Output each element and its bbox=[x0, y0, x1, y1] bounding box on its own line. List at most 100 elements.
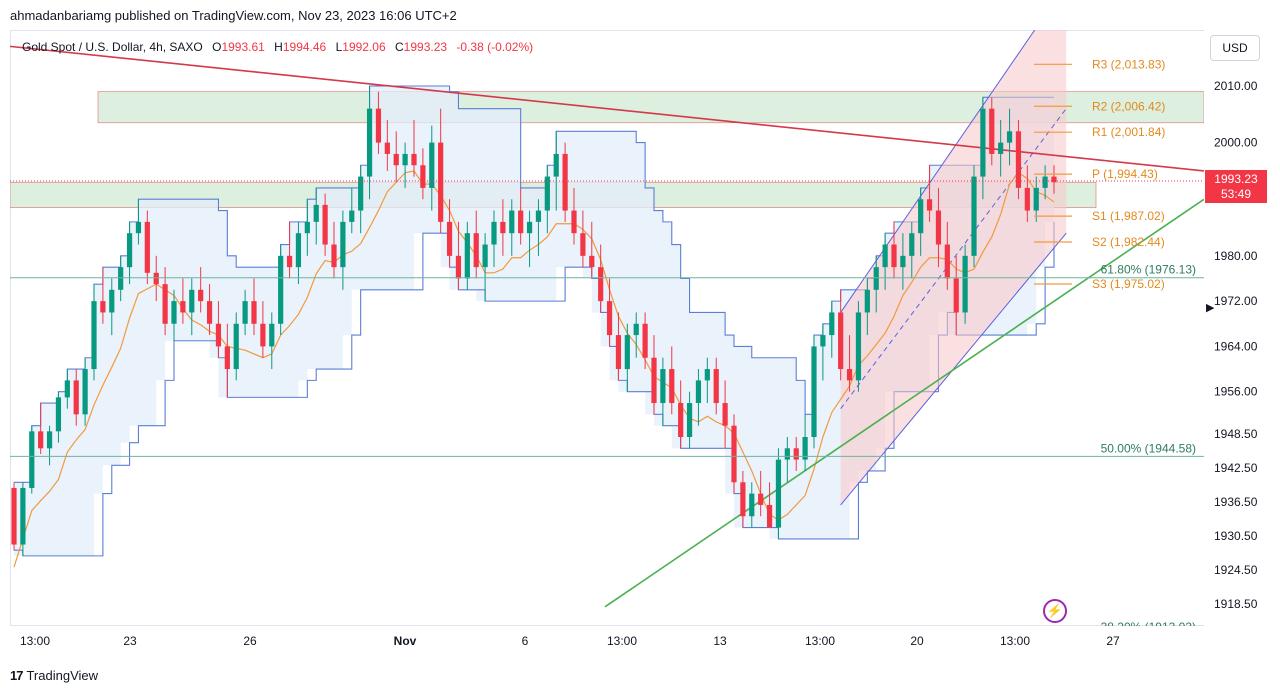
y-axis-tick: 1936.50 bbox=[1214, 495, 1258, 509]
candle-body bbox=[722, 403, 728, 426]
candle-body bbox=[438, 142, 444, 222]
pivot-level-label: R3 (2,013.83) bbox=[1092, 57, 1165, 71]
candle-body bbox=[758, 493, 764, 505]
candle-body bbox=[375, 108, 382, 143]
y-axis-tick: 1924.50 bbox=[1214, 563, 1258, 577]
y-axis-tick: 1980.00 bbox=[1214, 249, 1258, 263]
candle-body bbox=[144, 221, 150, 273]
candle-body bbox=[304, 221, 310, 234]
candle-body bbox=[286, 255, 293, 268]
candle-body bbox=[669, 369, 675, 404]
candle-body bbox=[633, 323, 639, 336]
candle-body bbox=[1033, 187, 1039, 211]
candle-body bbox=[198, 289, 204, 302]
candle-body bbox=[180, 301, 186, 313]
y-axis-tick: 1972.00 bbox=[1214, 294, 1258, 308]
candle-body bbox=[91, 301, 97, 370]
y-axis-tick: 1918.50 bbox=[1214, 597, 1258, 611]
currency-button[interactable]: USD bbox=[1210, 35, 1260, 61]
candle-body bbox=[126, 233, 133, 268]
x-axis-tick: 13:00 bbox=[607, 634, 637, 648]
candle-body bbox=[953, 278, 959, 313]
candle-body bbox=[678, 403, 684, 437]
candle-body bbox=[518, 210, 524, 234]
candle-body bbox=[1006, 131, 1013, 143]
candle-body bbox=[526, 221, 533, 234]
last-price-value: 1993.23 bbox=[1214, 172, 1258, 186]
candle-body bbox=[731, 425, 737, 483]
candle-body bbox=[29, 431, 35, 488]
candle-body bbox=[11, 487, 17, 545]
publisher-line: ahmadanbariamg published on TradingView.… bbox=[10, 8, 457, 23]
candle-body bbox=[251, 301, 257, 324]
candle-body bbox=[802, 436, 808, 460]
candle-body bbox=[553, 153, 559, 177]
candle-body bbox=[340, 221, 346, 268]
candle-body bbox=[846, 369, 853, 381]
fib-level-label: 61.80% (1976.13) bbox=[1101, 263, 1196, 277]
candle-body bbox=[233, 323, 239, 370]
candle-body bbox=[420, 165, 426, 188]
candle-body bbox=[838, 312, 844, 370]
high-value: 1994.46 bbox=[282, 40, 327, 54]
candle-body bbox=[446, 221, 453, 256]
candle-body bbox=[1042, 176, 1048, 188]
x-axis-tick: 13:00 bbox=[1000, 634, 1030, 648]
candle-body bbox=[411, 153, 417, 166]
candle-body bbox=[882, 244, 888, 268]
candle-body bbox=[615, 335, 622, 370]
candle-body bbox=[891, 244, 897, 268]
descending-trendline bbox=[10, 45, 1204, 172]
candle-body bbox=[989, 108, 995, 154]
candle-body bbox=[366, 108, 373, 177]
scroll-right-icon[interactable]: ▶ bbox=[1206, 302, 1215, 314]
candle-body bbox=[464, 233, 470, 279]
candle-body bbox=[900, 255, 906, 268]
candle-body bbox=[598, 267, 604, 302]
x-axis-tick: 6 bbox=[522, 634, 529, 648]
symbol-name[interactable]: Gold Spot / U.S. Dollar, 4h, SAXO bbox=[22, 40, 203, 54]
candle-body bbox=[455, 255, 462, 279]
candle-body bbox=[269, 323, 275, 347]
candle-body bbox=[384, 142, 390, 154]
close-label: C bbox=[395, 40, 404, 54]
candle-body bbox=[660, 369, 666, 404]
candle-body bbox=[713, 369, 719, 404]
candle-body bbox=[171, 301, 177, 324]
candle-body bbox=[651, 357, 657, 404]
candle-body bbox=[1024, 187, 1030, 211]
pivot-level-label: S3 (1,975.02) bbox=[1092, 277, 1165, 291]
lightning-icon[interactable]: ⚡ bbox=[1043, 599, 1067, 623]
y-axis-tick: 2000.00 bbox=[1214, 136, 1258, 150]
candle-body bbox=[1051, 176, 1057, 183]
pivot-level-label: R1 (2,001.84) bbox=[1092, 125, 1165, 139]
candle-body bbox=[331, 244, 337, 268]
y-axis-tick: 1948.50 bbox=[1214, 427, 1258, 441]
open-value: 1993.61 bbox=[221, 40, 265, 54]
pivot-level-label: S2 (1,982.44) bbox=[1092, 235, 1165, 249]
candle-body bbox=[918, 199, 924, 234]
chart-pane[interactable] bbox=[10, 30, 1204, 626]
x-axis-tick: 13 bbox=[713, 634, 727, 648]
donchian-fill bbox=[14, 86, 1054, 556]
y-axis-tick: 1956.00 bbox=[1214, 385, 1258, 399]
tradingview-logo-icon: 17 bbox=[10, 668, 24, 683]
candle-body bbox=[38, 431, 44, 449]
candle-body bbox=[118, 267, 124, 290]
change-value: -0.38 (-0.02%) bbox=[456, 40, 534, 54]
candle-body bbox=[749, 493, 755, 517]
candle-body bbox=[980, 108, 986, 177]
candle-body bbox=[82, 369, 88, 415]
footer-brand[interactable]: 17 TradingView bbox=[10, 668, 98, 683]
candle-body bbox=[73, 380, 79, 415]
candle-body bbox=[624, 335, 630, 370]
candle-body bbox=[642, 323, 648, 358]
candle-body bbox=[793, 448, 799, 460]
candle-body bbox=[473, 233, 479, 268]
candle-body bbox=[64, 380, 70, 398]
low-label: L bbox=[335, 40, 343, 54]
candle-body bbox=[944, 244, 950, 279]
candle-body bbox=[46, 431, 53, 449]
